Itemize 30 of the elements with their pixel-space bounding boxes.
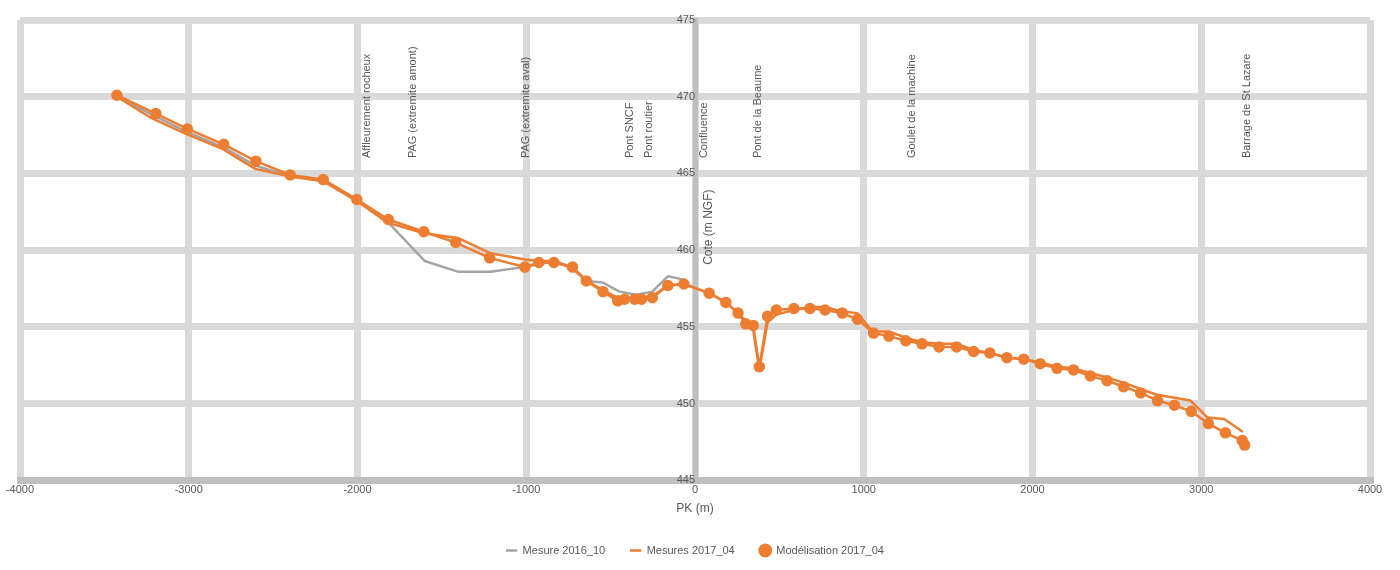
x-tick-label: 2000 xyxy=(1020,483,1045,496)
legend-label: Mesures 2017_04 xyxy=(646,543,735,556)
legend-label: Mesure 2016_10 xyxy=(522,543,606,556)
y-tick-label: 450 xyxy=(676,396,695,409)
y-tick-label: 445 xyxy=(676,473,695,486)
x-tick-label: 1000 xyxy=(851,483,876,496)
annotation: Pont routier xyxy=(642,100,655,159)
x-tick-label: -1000 xyxy=(512,483,541,496)
annotation: Goulet de la machine xyxy=(905,54,918,159)
y-tick-label: 465 xyxy=(676,166,695,179)
x-tick-label: 4000 xyxy=(1357,483,1383,496)
annotation: Pont de la Beaume xyxy=(751,64,764,159)
y-tick-label: 470 xyxy=(676,89,695,102)
legend-label: Modélisation 2017_04 xyxy=(776,543,884,556)
annotation: Confluence xyxy=(697,102,710,159)
x-tick-label: 3000 xyxy=(1189,483,1214,496)
annotation: PAG (extremite amont) xyxy=(405,46,418,159)
x-tick-label: 0 xyxy=(691,483,699,496)
y-tick-label: 455 xyxy=(676,319,695,332)
x-tick-label: -4000 xyxy=(5,483,35,496)
x-tick-label: -2000 xyxy=(343,483,372,496)
annotation: Barrage de St Lazare xyxy=(1240,53,1253,159)
y-tick-label: 475 xyxy=(676,13,695,26)
x-axis-title: PK (m) xyxy=(676,501,714,516)
y-axis-title: Cote (m NGF) xyxy=(701,189,716,265)
annotation: PAG (extremite aval) xyxy=(519,56,532,159)
annotation: Affleurement rocheux xyxy=(359,53,372,159)
x-tick-label: -3000 xyxy=(174,483,203,496)
annotation: Pont SNCF xyxy=(623,102,636,159)
y-tick-label: 460 xyxy=(676,243,695,256)
